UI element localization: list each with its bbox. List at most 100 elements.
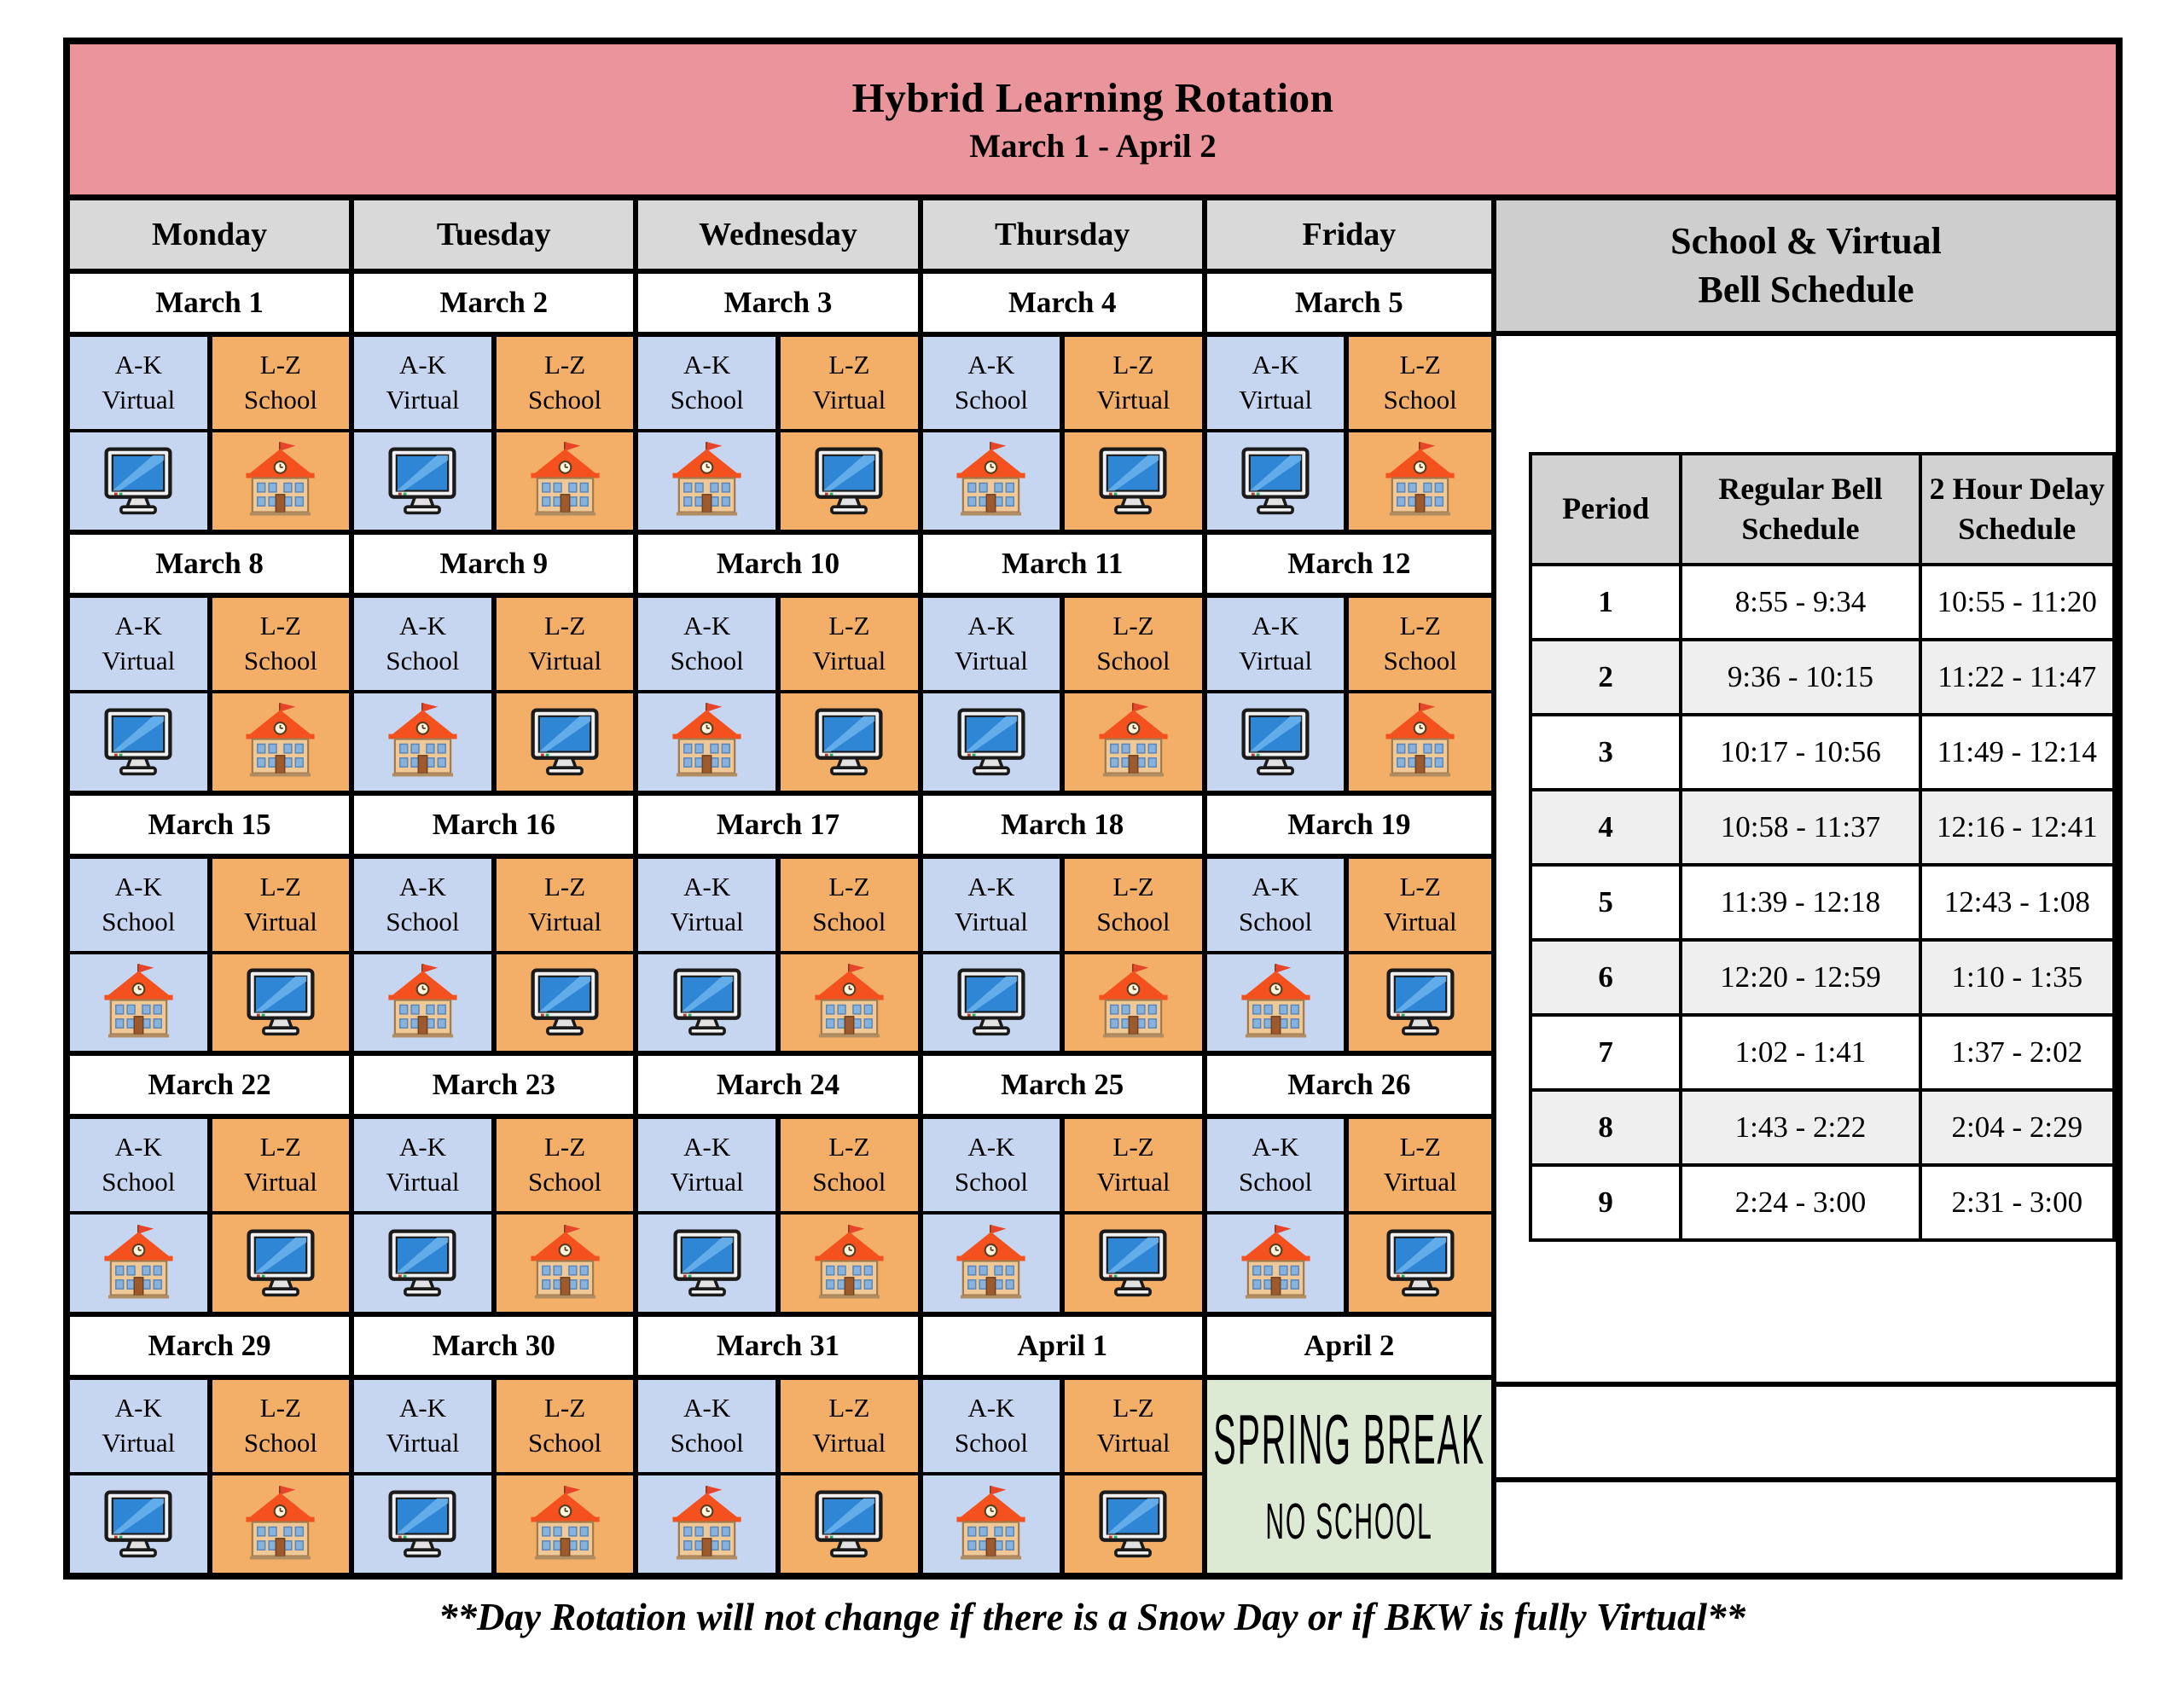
icon-cell xyxy=(354,432,497,530)
computer-icon xyxy=(673,968,741,1036)
mode-label: School xyxy=(812,1167,886,1197)
school-icon xyxy=(815,964,884,1038)
bell-table-row: 6 12:20 - 12:59 1:10 - 1:35 xyxy=(1528,937,2117,1017)
date-cell: March 17 xyxy=(638,795,923,859)
date-cell: March 18 xyxy=(922,795,1207,859)
content: Monday Tuesday Wednesday Thursday Friday Mar… xyxy=(70,200,2117,1573)
school-icon xyxy=(388,964,457,1038)
group-cell-lz: L-Z Virtual xyxy=(1065,1380,1207,1476)
mode-label: Virtual xyxy=(102,645,176,675)
group-label: A-K xyxy=(1252,350,1299,380)
school-icon xyxy=(531,1485,600,1560)
regular-time-cell: 10:58 - 11:37 xyxy=(1679,787,1922,867)
computer-icon xyxy=(104,1490,172,1558)
group-label: A-K xyxy=(398,871,447,901)
group-cell-lz: L-Z Virtual xyxy=(1349,1119,1491,1215)
mode-label: School xyxy=(1096,906,1170,936)
icon-cell xyxy=(922,432,1066,530)
mode-label: School xyxy=(670,385,744,415)
group-cell-ak: A-K Virtual xyxy=(922,858,1066,954)
computer-icon xyxy=(104,708,172,775)
mode-label: Virtual xyxy=(670,1167,744,1197)
bell-schedule-panel: School & Virtual Bell Schedule Period Re… xyxy=(1491,200,2117,1573)
day-header: Tuesday xyxy=(354,200,639,269)
school-icon xyxy=(956,1225,1025,1299)
delay-time-cell: 1:37 - 2:02 xyxy=(1918,1012,2117,1092)
computer-icon xyxy=(1241,708,1310,775)
icon-cell xyxy=(354,1215,497,1313)
group-label: A-K xyxy=(1252,610,1299,641)
school-icon xyxy=(1241,964,1310,1038)
date-cell: March 1 xyxy=(70,274,355,337)
group-cell-ak: A-K Virtual xyxy=(354,337,497,432)
group-label: L-Z xyxy=(1399,350,1441,380)
week-row: March 15 A-K School L-Z Virtual March 16 A-K Sc… xyxy=(70,795,1491,1057)
icon-cell xyxy=(496,1215,639,1313)
computer-icon xyxy=(1099,1229,1168,1297)
group-label: L-Z xyxy=(259,610,301,641)
group-label: L-Z xyxy=(543,610,586,641)
period-cell: 4 xyxy=(1528,787,1683,867)
group-label: L-Z xyxy=(1112,350,1154,380)
spring-break-label: SPRING BREAK xyxy=(1213,1399,1485,1479)
icon-cell xyxy=(212,693,355,791)
mode-label: School xyxy=(528,385,602,415)
page-subtitle: March 1 - April 2 xyxy=(969,128,1217,165)
mode-label: Virtual xyxy=(812,385,886,415)
empty-row xyxy=(1496,1382,2116,1477)
delay-time-cell: 11:49 - 12:14 xyxy=(1918,712,2117,791)
icon-cell xyxy=(70,1475,212,1573)
regular-time-cell: 8:55 - 9:34 xyxy=(1679,562,1922,641)
date-cell: March 11 xyxy=(922,534,1207,598)
group-cell-ak: A-K School xyxy=(922,1380,1066,1476)
school-icon xyxy=(104,964,173,1038)
bell-schedule-area: Period Regular Bell Schedule 2 Hour Dela… xyxy=(1496,336,2117,1382)
group-cell-lz: L-Z Virtual xyxy=(1349,858,1491,954)
regular-time-cell: 2:24 - 3:00 xyxy=(1679,1162,1922,1242)
school-icon xyxy=(246,1485,315,1560)
group-cell-lz: L-Z School xyxy=(1349,337,1491,432)
bell-schedule-title-line1: School & Virtual xyxy=(1670,220,1942,263)
group-label: L-Z xyxy=(828,1132,870,1162)
bell-table-body: 1 8:55 - 9:34 10:55 - 11:20 2 9:36 - 10:15 11… xyxy=(1528,562,2117,1242)
school-icon xyxy=(1385,442,1455,516)
group-cell-lz: L-Z School xyxy=(212,1380,355,1476)
group-cell-ak: A-K School xyxy=(354,858,497,954)
group-label: L-Z xyxy=(543,350,586,380)
regular-time-cell: 10:17 - 10:56 xyxy=(1679,712,1922,791)
group-cell-lz: L-Z School xyxy=(496,1119,639,1215)
icon-cell xyxy=(212,954,355,1052)
mode-label: Virtual xyxy=(243,1167,317,1197)
group-cell-lz: L-Z School xyxy=(1349,597,1491,693)
school-icon xyxy=(246,703,315,777)
group-cell-ak: A-K Virtual xyxy=(1206,597,1350,693)
date-cell: March 15 xyxy=(70,795,355,859)
week-row: March 1 A-K Virtual L-Z School March 2 A-K Virt… xyxy=(70,274,1491,535)
week-row: March 22 A-K School L-Z Virtual March 23 A-K Vi… xyxy=(70,1056,1491,1318)
group-label: A-K xyxy=(398,1393,447,1423)
date-cell: March 23 xyxy=(354,1056,639,1120)
date-cell: April 1 xyxy=(922,1317,1207,1381)
group-label: A-K xyxy=(398,1132,447,1162)
computer-icon xyxy=(388,1490,457,1558)
group-cell-lz: L-Z Virtual xyxy=(781,337,923,432)
group-cell-lz: L-Z Virtual xyxy=(1065,337,1207,432)
computer-icon xyxy=(1241,447,1310,515)
group-cell-lz: L-Z Virtual xyxy=(781,597,923,693)
icon-cell xyxy=(496,954,639,1052)
group-cell-ak: A-K Virtual xyxy=(354,1380,497,1476)
icon-cell xyxy=(70,693,212,791)
week-row: March 29 A-K Virtual L-Z School March 30 A-K Vi… xyxy=(70,1317,1491,1573)
delay-time-cell: 12:16 - 12:41 xyxy=(1918,787,2117,867)
group-label: A-K xyxy=(1252,1132,1299,1162)
icon-cell xyxy=(354,954,497,1052)
mode-label: Virtual xyxy=(1239,645,1313,675)
mode-label: School xyxy=(243,645,317,675)
group-cell-ak: A-K School xyxy=(638,1380,781,1476)
group-cell-lz: L-Z School xyxy=(212,597,355,693)
school-icon xyxy=(1099,703,1168,777)
mode-label: Virtual xyxy=(386,1428,460,1458)
group-cell-lz: L-Z School xyxy=(212,337,355,432)
icon-cell xyxy=(212,1215,355,1313)
